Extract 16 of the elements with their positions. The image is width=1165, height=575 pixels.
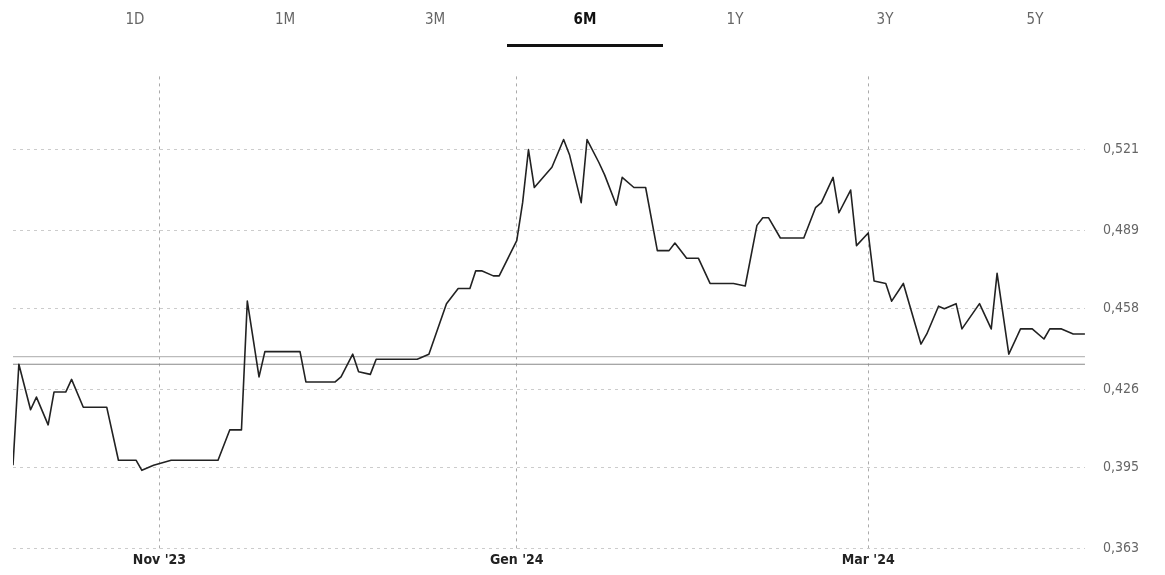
x-tick-label: Nov '23 [132,550,187,567]
y-tick-label: 0,426 [1102,380,1139,397]
y-tick-label: 0,521 [1102,140,1139,157]
text: 6M [573,10,597,28]
x-tick-label: Mar '24 [841,550,895,567]
y-tick-label: 0,489 [1102,221,1139,238]
text: 1D [125,10,145,28]
text: 3M [424,10,446,28]
text: 1M [274,10,296,28]
y-tick-label: 0,458 [1102,299,1139,316]
text: 5Y [1026,10,1044,28]
text: 3Y [876,10,894,28]
y-tick-label: 0,363 [1102,539,1139,556]
x-tick-label: Gen '24 [489,550,544,567]
text: 1Y [726,10,744,28]
y-tick-label: 0,395 [1102,458,1139,475]
